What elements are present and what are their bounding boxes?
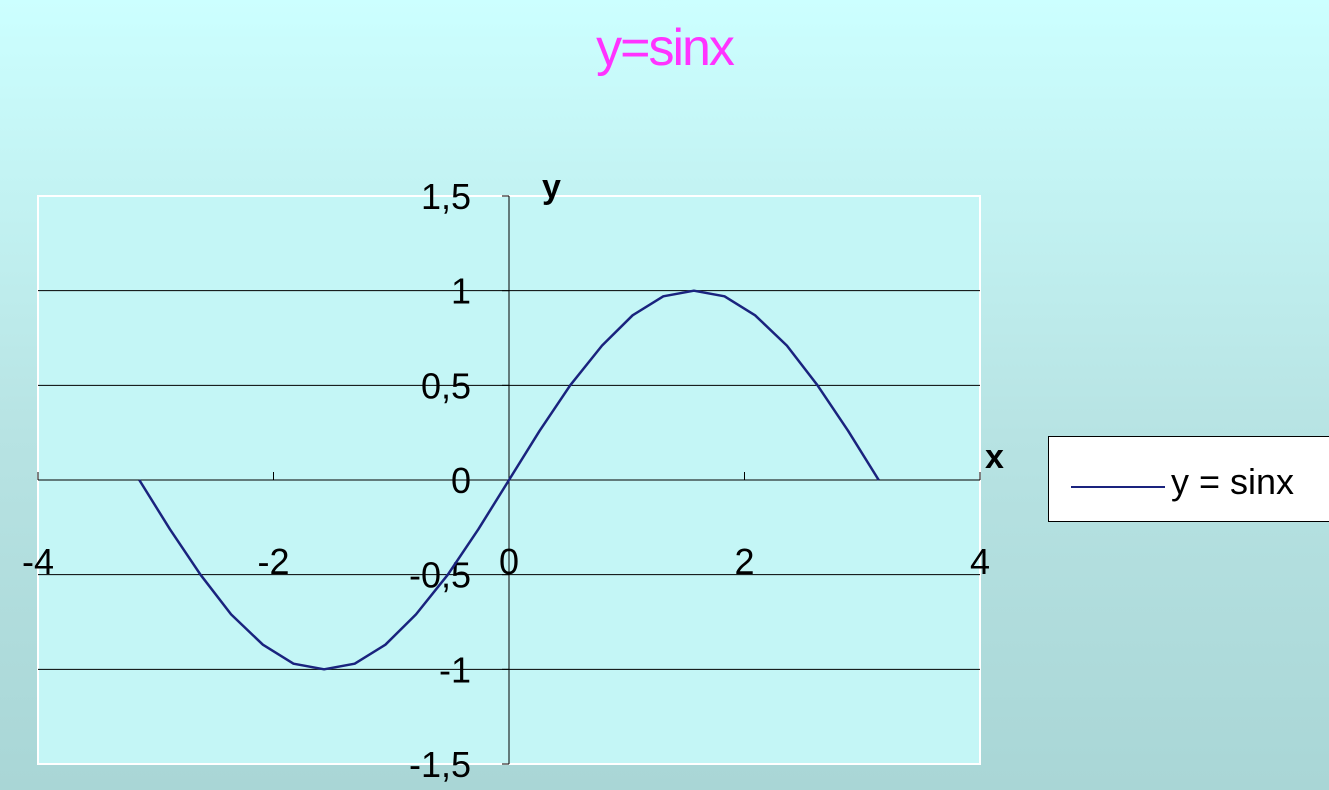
- x-tick-label: 0: [499, 541, 519, 582]
- legend: y = sinx: [1048, 436, 1329, 522]
- legend-label: y = sinx: [1171, 461, 1295, 502]
- y-tick-label: 0: [451, 460, 471, 501]
- x-tick-label: -2: [257, 541, 289, 582]
- x-axis-label: x: [985, 438, 1004, 476]
- y-tick-label: 0,5: [421, 365, 471, 406]
- y-axis-label: y: [542, 168, 561, 206]
- y-tick-label: -1: [439, 649, 471, 690]
- y-tick-label: 1,5: [421, 176, 471, 217]
- x-tick-label: -4: [22, 541, 54, 582]
- legend-line-swatch: [1071, 486, 1165, 488]
- series-line-sinx: [138, 289, 880, 671]
- y-tick-label: -0,5: [409, 555, 471, 596]
- x-tick-label: 2: [734, 541, 754, 582]
- y-tick-label: 1: [451, 271, 471, 312]
- y-tick-label: -1,5: [409, 744, 471, 785]
- x-tick-label: 4: [970, 541, 990, 582]
- chart-title: y=sinx: [596, 19, 735, 77]
